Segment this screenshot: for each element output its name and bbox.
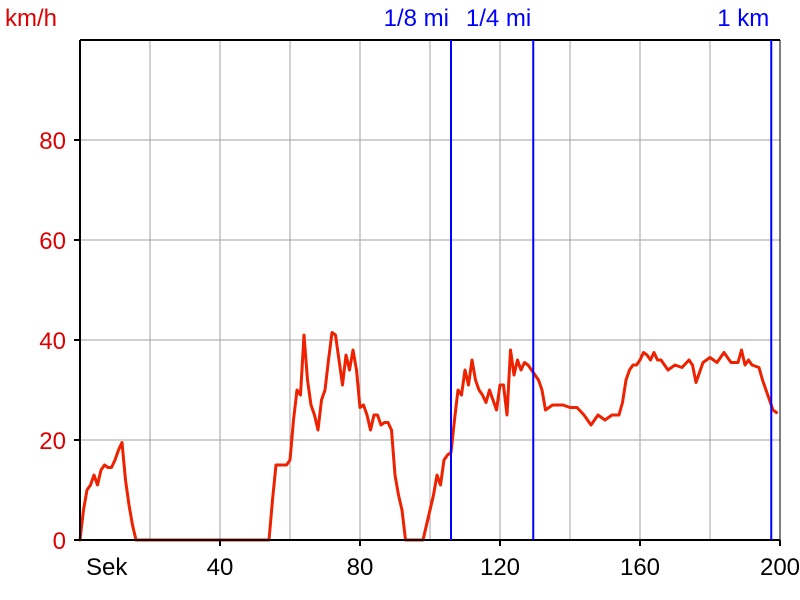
x-tick-label: 120 — [480, 554, 520, 581]
y-tick-label: 60 — [39, 228, 66, 255]
x-axis-unit-label: Sek — [86, 554, 128, 581]
x-tick-label: 200 — [760, 554, 800, 581]
distance-markers: 1/8 mi 1/4 mi 1 km — [384, 5, 773, 540]
plot-area — [78, 331, 778, 542]
speed-series-line — [78, 331, 778, 542]
grid-lines — [80, 40, 780, 540]
x-tick-label: 160 — [620, 554, 660, 581]
y-axis-unit-label: km/h — [5, 5, 57, 32]
distance-marker-label: 1 km — [717, 5, 769, 32]
y-tick-label: 40 — [39, 328, 66, 355]
y-tick-label: 80 — [39, 128, 66, 155]
x-tick-label: 40 — [207, 554, 234, 581]
axis-ticks: 0 20 40 60 80 40 80 120 160 200 — [39, 128, 800, 581]
distance-marker-label: 1/8 mi — [384, 5, 449, 32]
plot-frame — [79, 39, 781, 541]
y-tick-label: 20 — [39, 428, 66, 455]
y-tick-label: 0 — [53, 528, 66, 555]
x-tick-label: 80 — [347, 554, 374, 581]
distance-marker-label: 1/4 mi — [466, 5, 531, 32]
